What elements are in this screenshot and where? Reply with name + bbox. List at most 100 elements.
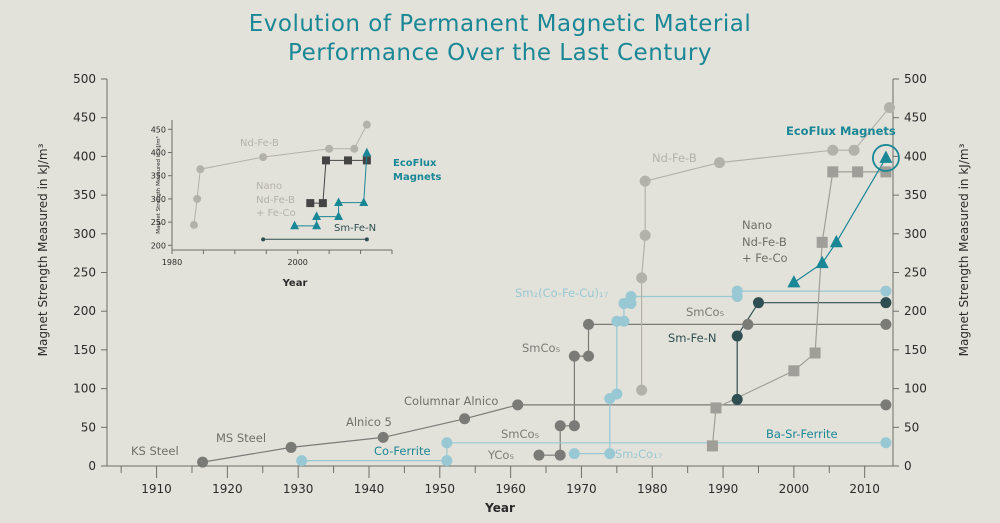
x-tick-label: 1930 <box>283 482 314 496</box>
series-6-point <box>827 166 839 178</box>
inset-series-1-line <box>310 159 367 204</box>
y-tick-label-right: 200 <box>904 304 927 318</box>
inset-series-1-point <box>306 199 315 208</box>
label-nd-fe-b: Nd-Fe-B <box>652 151 697 165</box>
series-5-point <box>752 297 764 309</box>
series-3-point <box>568 448 580 460</box>
series-1-point <box>880 318 892 330</box>
ecoflux-highlight-ring <box>872 144 900 172</box>
inset-y-tick-label: 250 <box>151 218 166 227</box>
series-1-point <box>554 420 566 432</box>
y-tick-label-left: 100 <box>73 382 96 396</box>
series-3-point <box>625 290 637 302</box>
label-smco5-a: SmCo₅ <box>501 427 540 441</box>
series-1-point <box>742 318 754 330</box>
series-1-point <box>568 420 580 432</box>
label-alnico-5: Alnico 5 <box>346 415 392 429</box>
series-4-point <box>639 175 651 187</box>
series-3-point <box>618 315 630 327</box>
inset-series-0-point <box>196 165 205 174</box>
inset-y-axis-label: Magnet Strength Measured in kJ/m³ <box>155 136 162 234</box>
label-ms-steel: MS Steel <box>216 431 266 445</box>
inset-chart: 200 250 300 350 400 450 1980 2000 Year Magnet Str… <box>151 120 442 289</box>
label-nano-fe-co: + Fe-Co <box>742 251 788 265</box>
inset-series-1-point <box>344 156 352 165</box>
inset-label-fe-co: + Fe-Co <box>256 208 296 219</box>
series-7-point <box>787 275 801 288</box>
y-tick-label-left: 400 <box>73 149 96 163</box>
x-tick-label: 1910 <box>141 482 172 496</box>
inset-series-2-point <box>359 197 369 207</box>
series-0-point <box>512 399 524 411</box>
series-2-point <box>441 455 453 467</box>
inset-y-tick-label: 200 <box>151 241 166 250</box>
y-tick-label-right: 400 <box>904 149 927 163</box>
series-2-point <box>880 437 892 449</box>
annotation-labels: KS Steel MS Steel Alnico 5 Columnar Alnico C… <box>131 124 896 462</box>
y-tick-label-left: 250 <box>73 266 96 280</box>
x-tick-label: 1980 <box>637 482 668 496</box>
label-columnar-alnico: Columnar Alnico <box>404 394 498 408</box>
series-6-point <box>816 236 828 248</box>
label-sm-fe-n: Sm-Fe-N <box>668 331 716 345</box>
x-tick-label: 1990 <box>708 482 739 496</box>
label-sm2-co-fe-cu-17: Sm₂(Co-Fe-Cu)₁₇ <box>515 286 609 300</box>
inset-series-2-point <box>290 220 300 230</box>
y-tick-label-left: 350 <box>73 188 96 202</box>
inset-y-tick-label: 350 <box>151 172 166 181</box>
label-smco5-c: SmCo₅ <box>686 305 725 319</box>
series-6-point <box>710 402 722 414</box>
series-6-point <box>880 166 892 178</box>
series-7-point <box>815 255 829 269</box>
series-4-point <box>636 384 648 396</box>
series-3-point <box>880 285 892 297</box>
series-1-point <box>533 449 545 461</box>
y-tick-label-right: 100 <box>904 382 927 396</box>
inset-label-nano-nd-fe-b: Nd-Fe-B <box>256 195 295 206</box>
inset-label-sm-fe-n: Sm-Fe-N <box>334 223 376 234</box>
series-0-point <box>880 399 892 411</box>
inset-series-2-point <box>362 147 372 157</box>
label-nano-nd-fe-b: Nd-Fe-B <box>742 235 787 249</box>
series-4-point <box>639 229 651 241</box>
series-7-point <box>879 150 893 163</box>
label-sm2co17: Sm₂Co₁₇ <box>615 447 663 461</box>
inset-x-tick-label: 2000 <box>288 258 308 267</box>
inset-y-tick-label: 300 <box>151 195 166 204</box>
series-2-point <box>296 455 308 467</box>
y-tick-label-left: 450 <box>73 111 96 125</box>
inset-series-0-point <box>193 194 202 203</box>
x-tick-label: 1920 <box>212 482 243 496</box>
series-5-point <box>731 330 743 342</box>
series-1-point <box>568 350 580 362</box>
series-3-point <box>731 285 743 297</box>
y-tick-label-left: 0 <box>88 459 96 473</box>
inset-x-tick-label: 1980 <box>162 258 182 267</box>
y-tick-label-left: 300 <box>73 227 96 241</box>
inset-y-tick-label: 400 <box>151 149 166 158</box>
series-1-point <box>554 449 566 461</box>
y-tick-label-right: 50 <box>904 420 919 434</box>
y-axis-label-left: Magnet Strength Measured in kJ/m³ <box>36 143 50 356</box>
series-5-point <box>731 393 743 405</box>
series-0-point <box>197 456 209 468</box>
label-ks-steel: KS Steel <box>131 444 179 458</box>
inset-x-axis-label: Year <box>282 278 308 289</box>
series-0-point <box>459 413 471 425</box>
inset-label-nd-fe-b: Nd-Fe-B <box>240 138 279 149</box>
inset-series-2-point <box>334 211 344 220</box>
series-6-point <box>809 347 821 359</box>
inset-series-2-point <box>334 197 344 207</box>
series-3-point <box>611 388 623 400</box>
series-0-line <box>202 404 886 463</box>
label-ecoflux-magnets: EcoFlux Magnets <box>786 124 896 138</box>
series-4-point <box>827 144 839 156</box>
x-tick-label: 1960 <box>495 482 526 496</box>
y-tick-label-right: 150 <box>904 343 927 357</box>
series-2-line <box>301 442 886 462</box>
x-tick-label: 2010 <box>849 482 880 496</box>
inset-series-0-point <box>325 144 334 153</box>
x-tick-label: 1950 <box>425 482 456 496</box>
